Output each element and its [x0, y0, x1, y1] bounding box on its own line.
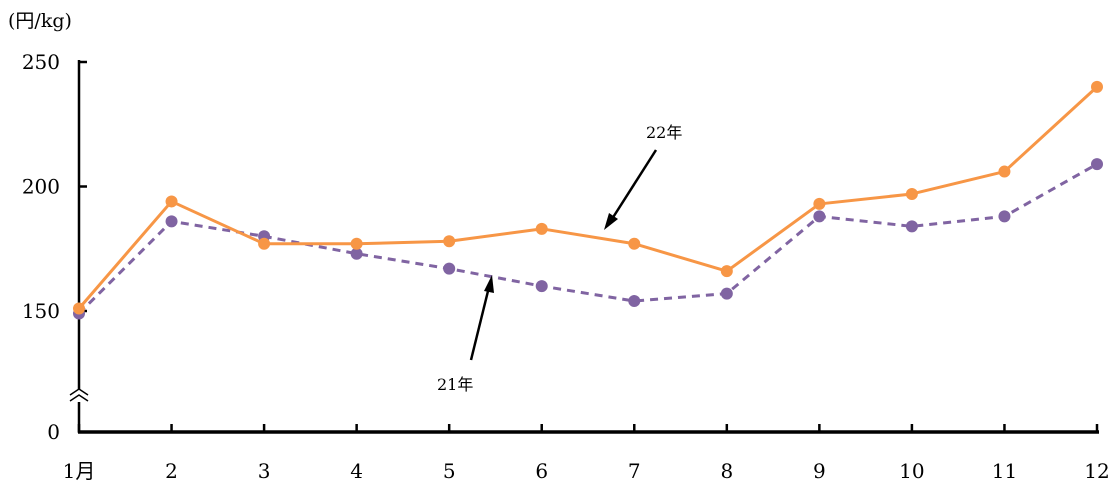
data-point: [813, 210, 826, 223]
arrowhead-21: [484, 275, 494, 293]
y-axis-unit-label: (円/kg): [8, 10, 72, 32]
series-line: [77, 162, 1098, 315]
x-tick-label: 12: [1084, 459, 1109, 483]
data-point: [165, 195, 178, 208]
data-point: [720, 265, 733, 278]
data-point: [443, 262, 456, 275]
data-point: [813, 197, 826, 210]
data-point: [73, 302, 85, 315]
axes: [69, 60, 1099, 434]
data-point: [628, 295, 641, 308]
x-tick-label: 9: [813, 459, 826, 483]
data-point: [998, 165, 1011, 178]
x-ticks: 1月 2 3 4 5 6 7 8 9 10 11 12: [63, 424, 1110, 483]
series-layer: [73, 80, 1103, 320]
arrow-22: [610, 149, 658, 220]
data-point: [535, 222, 548, 235]
x-tick-label: 1月: [63, 459, 96, 483]
series-annotation-22: 22年: [604, 123, 682, 230]
axis-break-mark: [69, 388, 90, 402]
data-point: [350, 237, 363, 250]
data-point: [165, 215, 178, 228]
arrow-21: [469, 286, 491, 361]
x-tick-label: 6: [535, 459, 548, 483]
data-point: [905, 187, 918, 200]
x-tick-label: 11: [992, 459, 1017, 483]
series-0: [73, 80, 1103, 315]
data-point: [905, 220, 918, 233]
y-tick-label: 150: [22, 299, 60, 323]
arrowhead-22: [604, 213, 618, 230]
data-point: [628, 237, 641, 250]
x-tick-label: 7: [628, 459, 641, 483]
data-point: [443, 235, 456, 248]
y-tick-label: 0: [47, 420, 60, 444]
x-tick-label: 4: [350, 459, 363, 483]
x-tick-label: 5: [443, 459, 456, 483]
x-tick-label: 3: [258, 459, 271, 483]
data-point: [720, 287, 733, 300]
data-point: [1091, 80, 1103, 93]
x-tick-label: 2: [165, 459, 178, 483]
y-ticks: 0 150 200 250: [22, 50, 87, 444]
data-point: [998, 210, 1011, 223]
data-point: [350, 247, 363, 260]
x-tick-label: 10: [899, 459, 924, 483]
data-point: [535, 280, 548, 293]
series-label-21: 21年: [437, 375, 473, 394]
series-annotation-21: 21年: [437, 275, 494, 394]
data-point: [258, 237, 271, 250]
series-line: [77, 85, 1099, 310]
x-tick-label: 8: [720, 459, 733, 483]
series-label-22: 22年: [646, 123, 682, 142]
series-1: [73, 158, 1103, 320]
data-point: [1091, 158, 1103, 171]
y-tick-label: 250: [22, 50, 60, 74]
y-tick-label: 200: [22, 175, 60, 199]
